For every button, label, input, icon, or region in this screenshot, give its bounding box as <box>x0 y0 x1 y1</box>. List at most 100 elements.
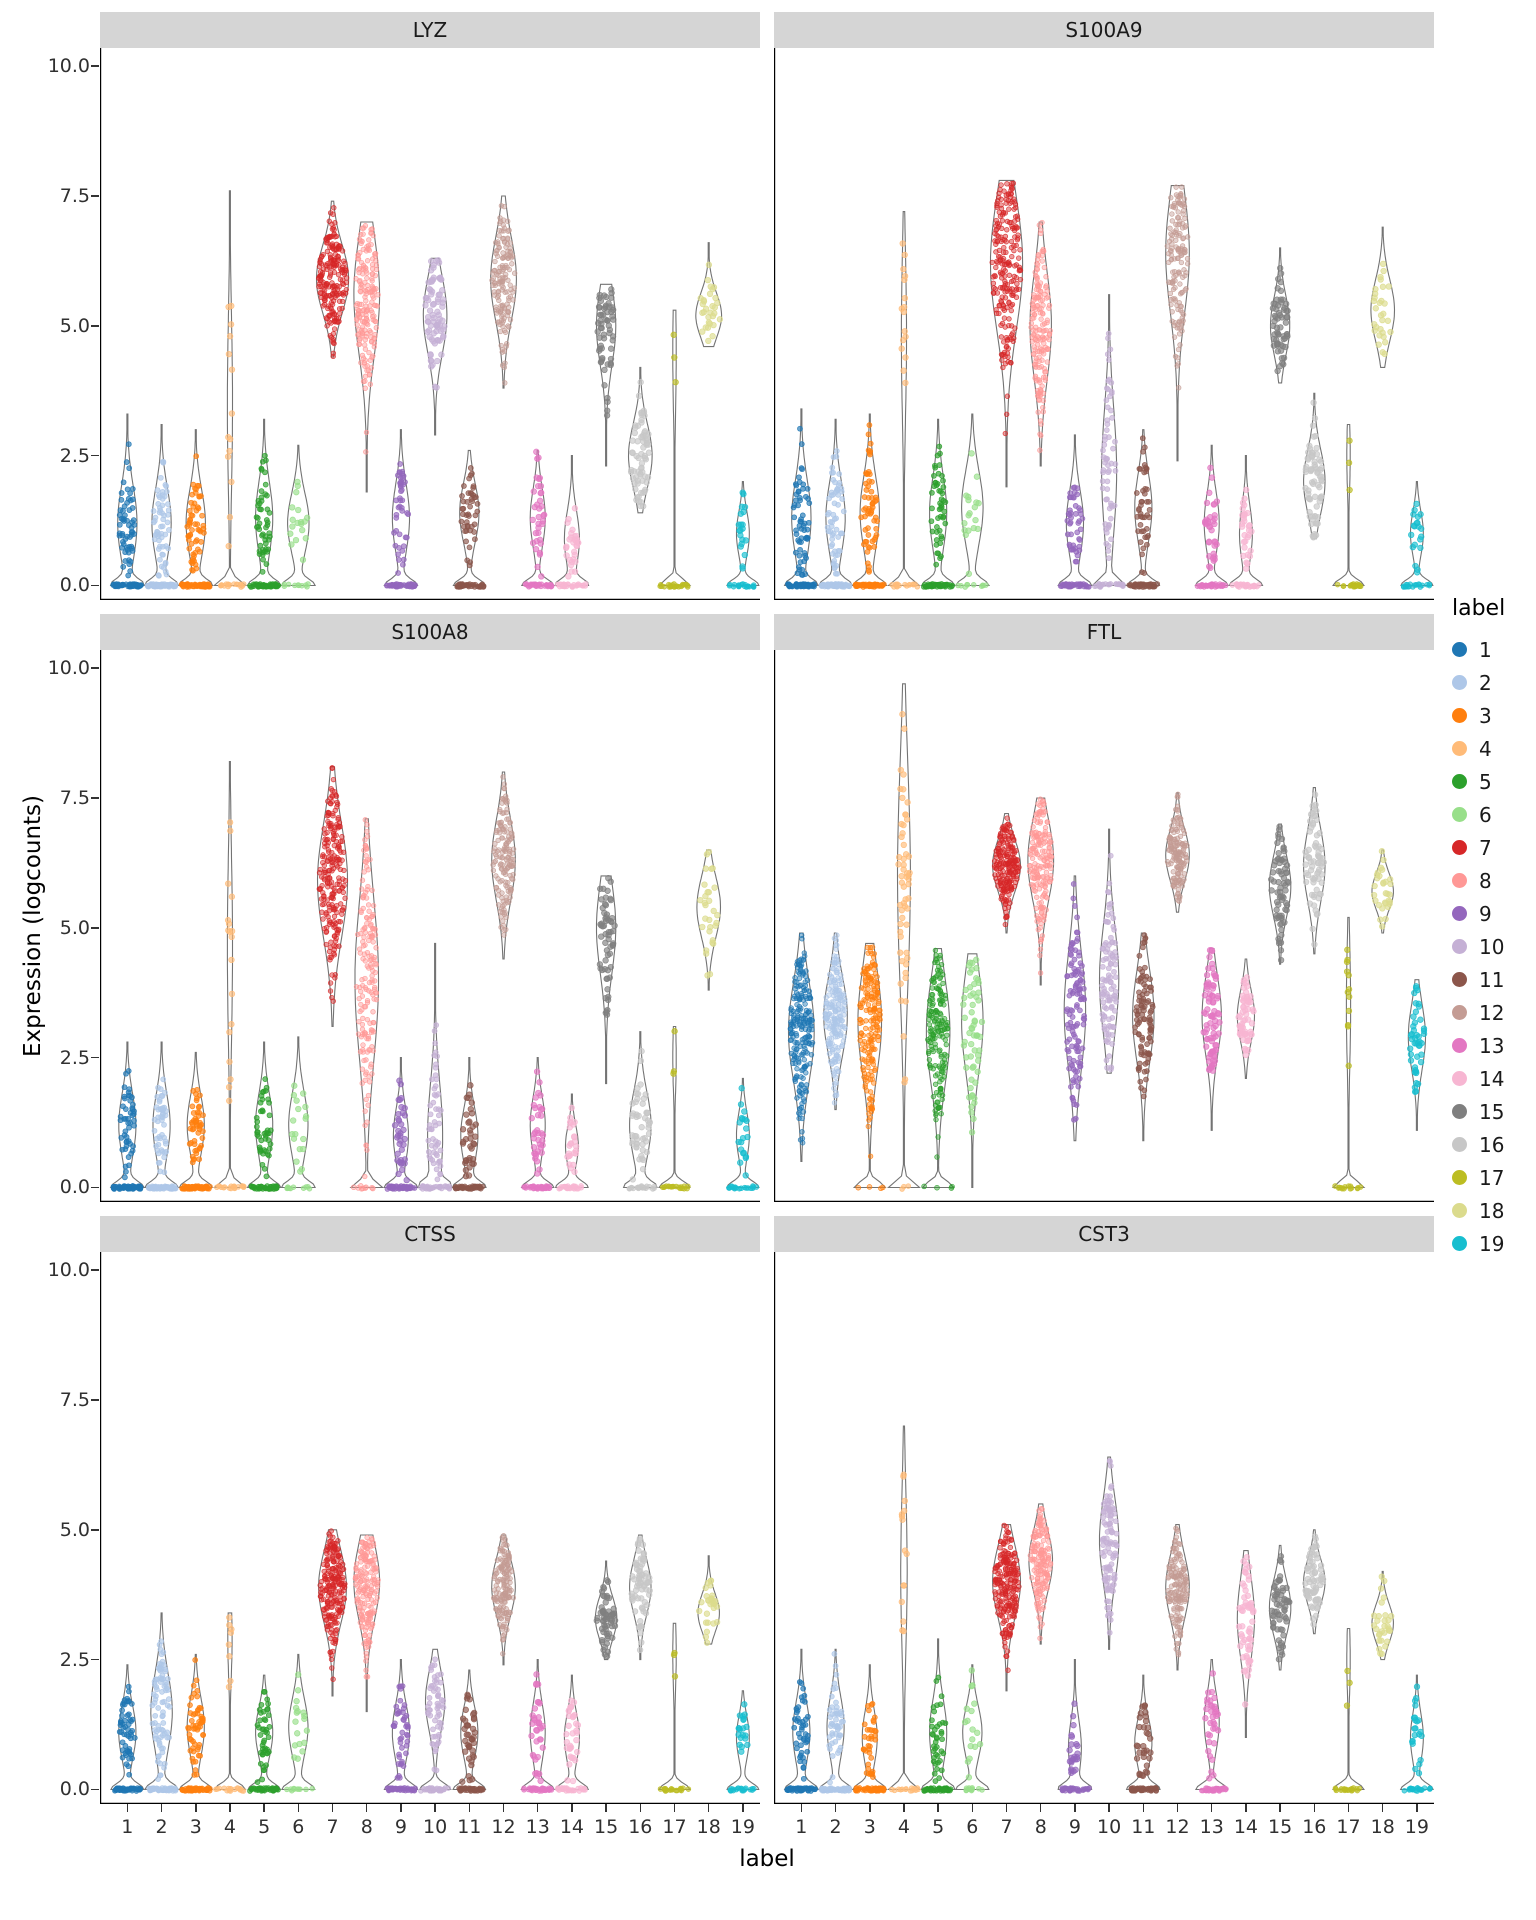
jitter-points <box>214 819 247 1192</box>
legend-label: 11 <box>1479 967 1505 992</box>
violin-group-8 <box>1028 219 1053 467</box>
violin-group-7 <box>316 765 349 1028</box>
jitter-points <box>422 257 448 391</box>
violin-outline <box>212 761 248 1189</box>
violin-group-19 <box>1399 1674 1434 1794</box>
jitter-points <box>1126 435 1161 590</box>
x-tick-label: 15 <box>594 1816 619 1838</box>
violin-outline <box>887 211 921 587</box>
violin-group-2 <box>817 418 854 590</box>
violin-group-1 <box>109 1041 145 1192</box>
x-tick-mark <box>365 1804 368 1812</box>
x-tick-label: 5 <box>258 1816 271 1838</box>
legend-swatch <box>1452 906 1467 921</box>
violin-group-1 <box>110 1664 145 1794</box>
y-tick-label: 10.0 <box>47 657 90 680</box>
jitter-points <box>1164 791 1190 904</box>
violin-group-8 <box>1027 1503 1054 1645</box>
x-tick-label: 13 <box>1199 1816 1224 1838</box>
violin-group-1 <box>783 1648 819 1794</box>
violin-group-16 <box>1302 1529 1327 1635</box>
violin-outline <box>920 1638 956 1791</box>
facet-strip: FTL <box>774 614 1434 650</box>
jitter-points <box>353 223 381 455</box>
violin-group-11 <box>1126 429 1161 590</box>
x-tick-label: 10 <box>1097 1816 1122 1838</box>
legend-swatch <box>1452 1203 1467 1218</box>
legend-swatch <box>1452 939 1467 954</box>
jitter-points <box>961 1667 985 1794</box>
violin-group-8 <box>349 817 385 1192</box>
violin-group-12 <box>1164 184 1191 462</box>
jitter-points <box>1302 1533 1327 1628</box>
x-tick-mark <box>1074 1804 1076 1812</box>
x-tick-label: 2 <box>155 1816 168 1838</box>
jitter-points <box>1268 823 1292 964</box>
x-tick-label: 14 <box>559 1816 584 1838</box>
violin-group-16 <box>1302 787 1327 955</box>
jitter-points <box>418 1022 453 1192</box>
violin-group-1 <box>787 932 816 1163</box>
violin-group-16 <box>1302 392 1326 541</box>
legend-item: 9 <box>1452 897 1505 930</box>
violin-group-9 <box>1057 434 1093 590</box>
jitter-points <box>418 1656 452 1794</box>
facet-title: LYZ <box>412 18 448 42</box>
violin-group-19 <box>1400 481 1434 590</box>
x-tick-label: 1 <box>795 1816 808 1838</box>
legend-item: 8 <box>1452 864 1505 897</box>
y-tick-mark <box>91 454 99 457</box>
jitter-points <box>593 1577 619 1660</box>
jitter-points <box>818 1651 853 1794</box>
x-tick-mark <box>639 1804 642 1812</box>
violin-group-5 <box>246 418 282 590</box>
jitter-points <box>594 286 617 419</box>
violin-group-3 <box>852 942 887 1192</box>
violin-group-16 <box>627 366 653 514</box>
jitter-points <box>521 1068 553 1192</box>
legend-swatch <box>1452 741 1467 756</box>
jitter-points <box>785 425 817 590</box>
jitter-points <box>1099 852 1120 1073</box>
jitter-points <box>889 240 921 590</box>
jitter-points <box>1200 946 1223 1074</box>
violin-group-2 <box>143 1612 180 1794</box>
jitter-points <box>853 1701 887 1794</box>
violin-group-15 <box>1268 1544 1293 1671</box>
jitter-points <box>726 489 757 590</box>
legend-label: 10 <box>1479 934 1505 959</box>
jitter-points <box>657 331 691 590</box>
violin-outline <box>1332 1627 1365 1791</box>
jitter-points <box>657 1649 692 1794</box>
violin-group-17 <box>658 1025 691 1192</box>
jitter-points <box>1059 1700 1092 1794</box>
violin-group-11 <box>1132 932 1156 1142</box>
jitter-points <box>146 1638 179 1794</box>
violin-outline <box>212 190 248 587</box>
x-tick-mark <box>1245 1804 1247 1812</box>
legend-item: 7 <box>1452 831 1505 864</box>
jitter-points <box>384 1077 418 1192</box>
facet-title: S100A9 <box>1065 18 1143 42</box>
x-tick-mark <box>800 1804 803 1812</box>
violin-group-5 <box>921 947 955 1191</box>
jitter-points <box>144 458 179 590</box>
legend-label: 13 <box>1479 1033 1505 1058</box>
violin-group-12 <box>1164 791 1190 913</box>
y-tick-mark <box>91 325 99 327</box>
jitter-points <box>1026 796 1055 976</box>
violin-group-18 <box>1370 848 1394 934</box>
x-tick-mark <box>126 1804 129 1812</box>
jitter-points <box>1370 848 1394 930</box>
legend-label: 1 <box>1479 637 1492 662</box>
jitter-points <box>697 261 724 345</box>
violin-group-14 <box>554 455 590 590</box>
violin-group-18 <box>695 242 724 348</box>
x-tick-label: 16 <box>628 1816 653 1838</box>
legend-item: 2 <box>1452 666 1505 699</box>
violin-group-10 <box>1098 828 1120 1074</box>
violin-group-6 <box>960 953 986 1189</box>
legend-swatch <box>1452 1137 1467 1152</box>
y-tick-mark <box>91 1269 99 1271</box>
